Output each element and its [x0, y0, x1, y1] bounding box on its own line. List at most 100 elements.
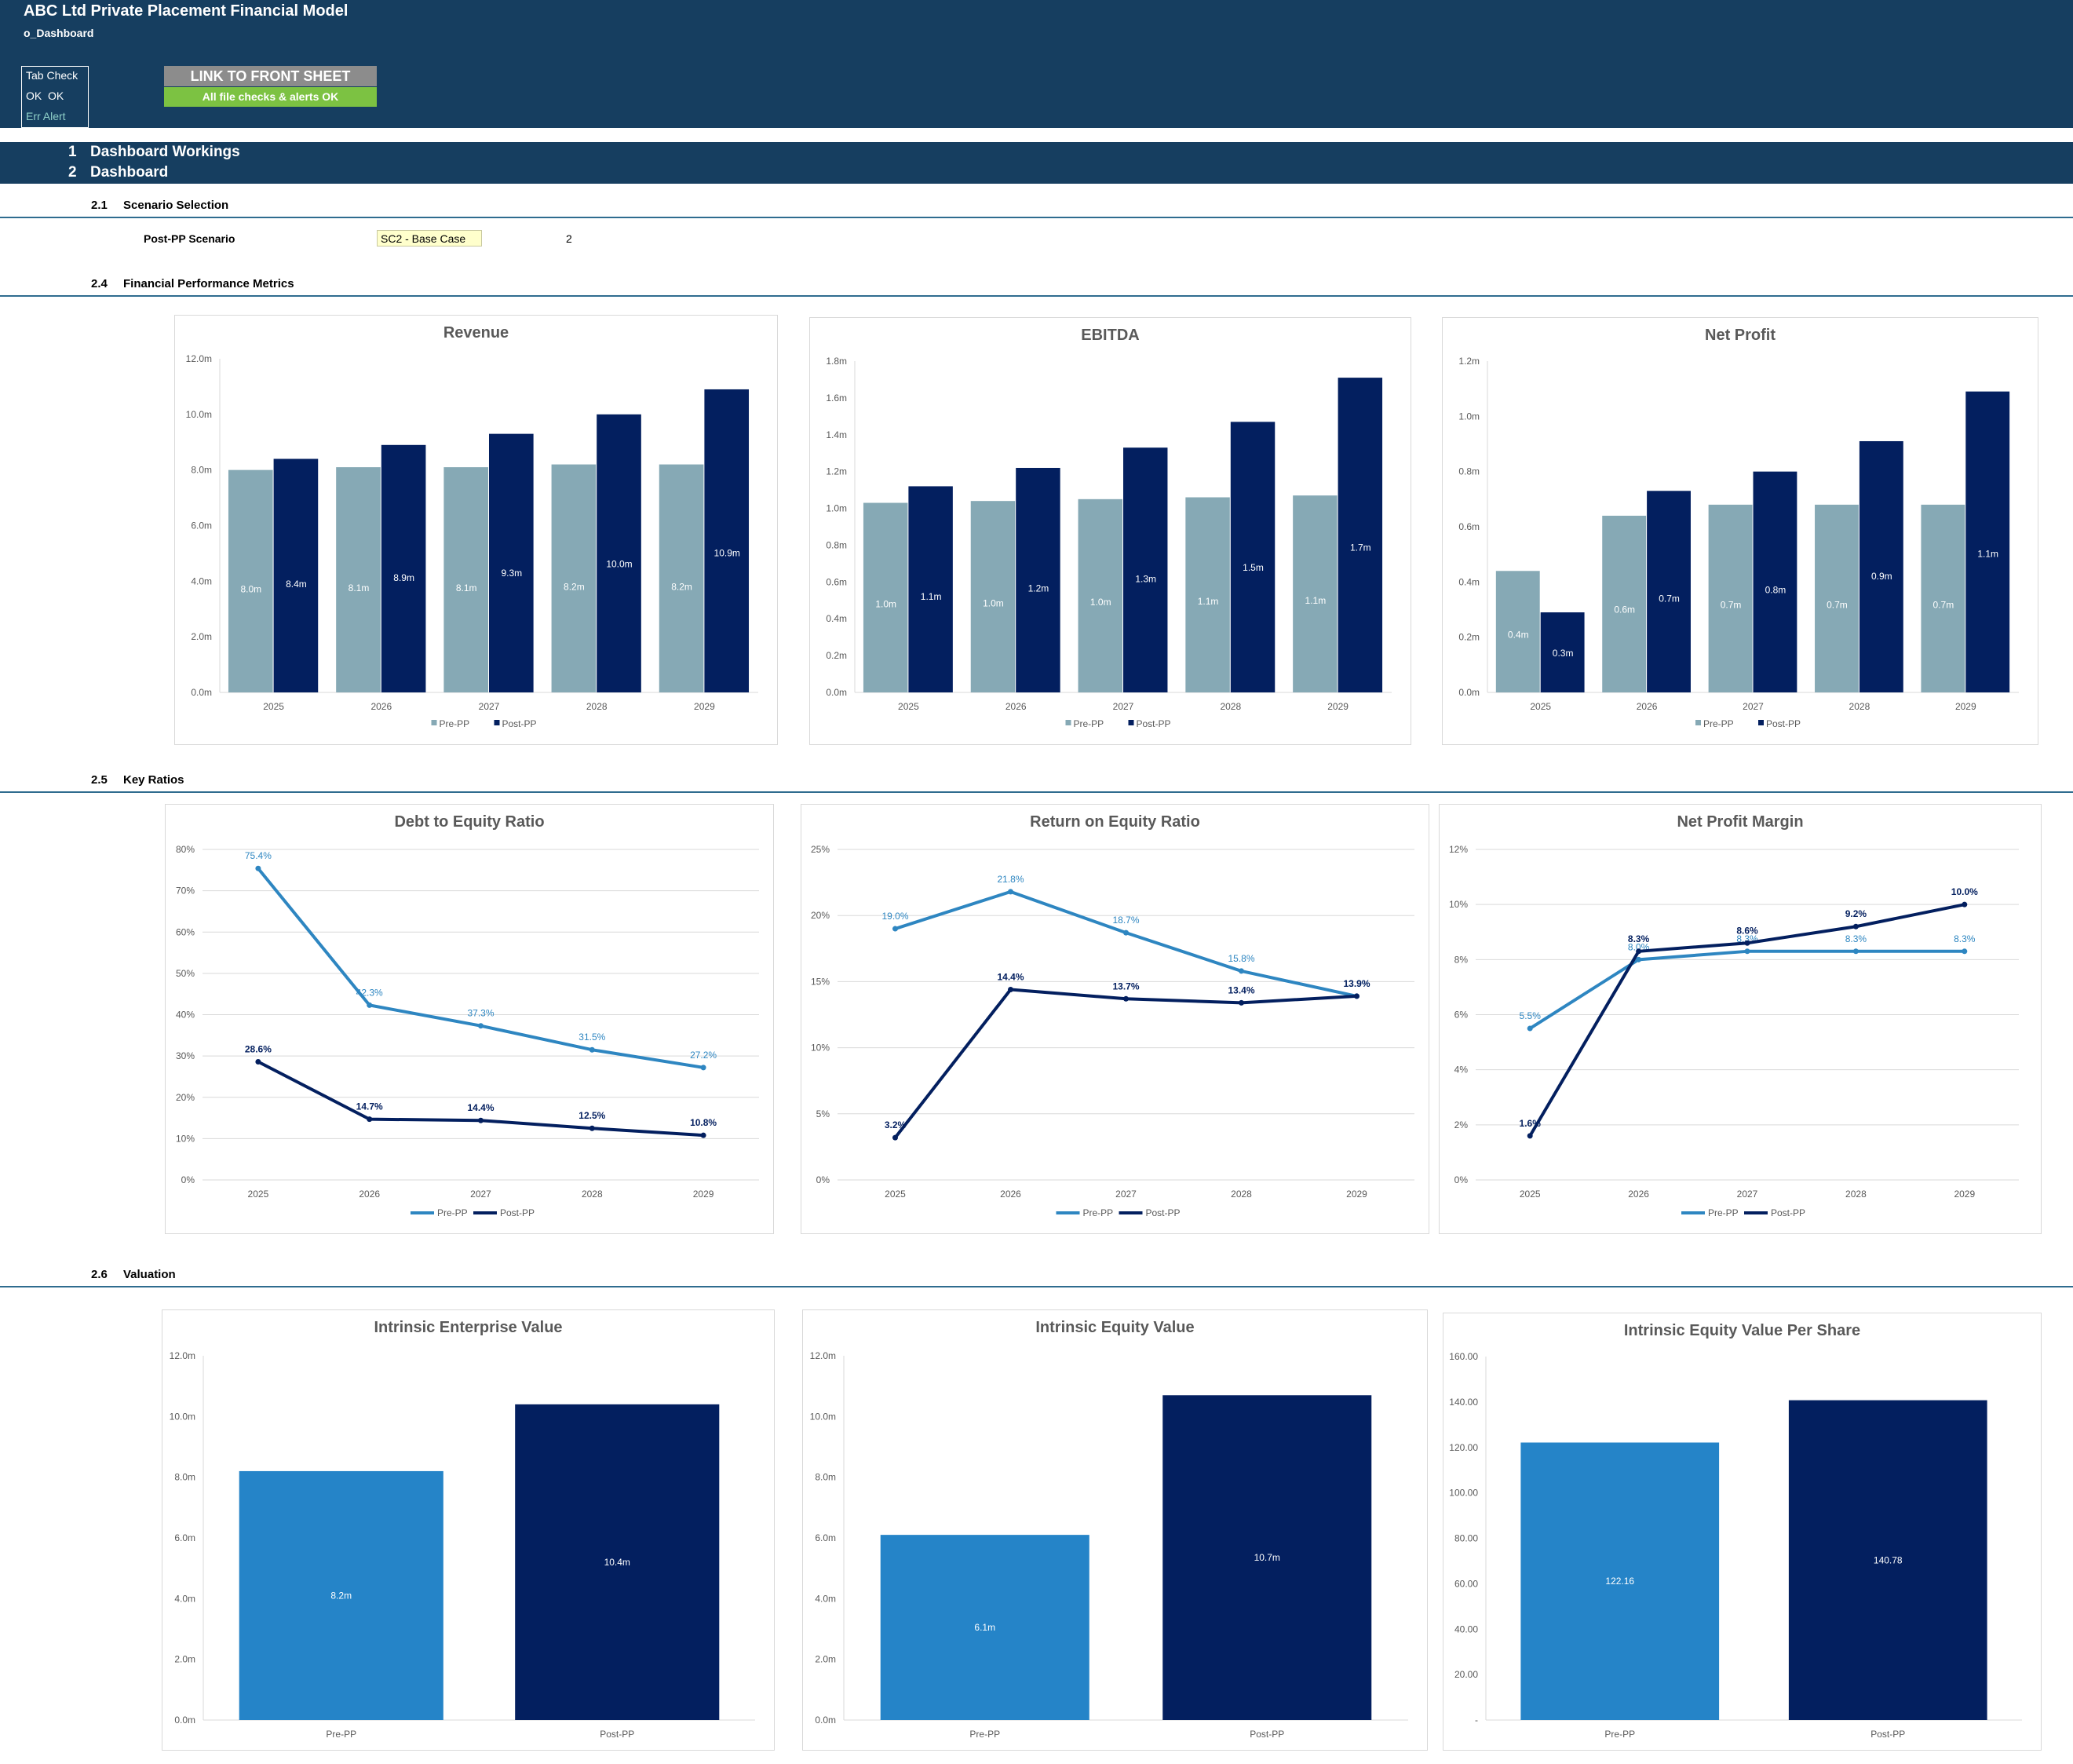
data-point [367, 1116, 373, 1123]
legend-label: Post-PP [1766, 718, 1801, 729]
legend-label: Post-PP [1146, 1207, 1181, 1218]
data-point [1744, 948, 1750, 955]
bar [1338, 378, 1383, 692]
data-label: 1.1m [1977, 549, 1998, 560]
bar [1230, 422, 1276, 692]
bar [659, 464, 704, 692]
legend-label: Pre-PP [1703, 718, 1734, 729]
y-tick-label: 8.0m [815, 1472, 836, 1483]
bar [863, 502, 908, 692]
y-tick-label: 140.00 [1449, 1397, 1478, 1408]
intrinsic-enterprise-value-chart-svg: Intrinsic Enterprise Value 0.0m 2.0m 4.0m 6.… [170, 1319, 755, 1740]
x-tick-label: Post-PP [1870, 1729, 1905, 1740]
nav-item-dashboard[interactable]: 2 Dashboard [68, 164, 168, 181]
bar [515, 1404, 720, 1720]
x-tick-label: 2026 [1637, 701, 1658, 712]
section-financial-performance: 2.4 Financial Performance Metrics [0, 275, 2073, 297]
legend-label: Post-PP [500, 1207, 535, 1218]
section-title: Scenario Selection [123, 199, 229, 212]
tab-name: o_Dashboard [24, 27, 94, 39]
y-tick-label: 20.00 [1454, 1669, 1478, 1680]
x-tick-label: 2028 [1231, 1189, 1252, 1200]
bar [880, 1535, 1089, 1720]
chart-title: Revenue [443, 324, 509, 341]
y-tick-label: 70% [176, 886, 195, 897]
file-check-status: All file checks & alerts OK [164, 87, 377, 107]
data-label: 6.1m [974, 1622, 995, 1633]
data-point [1636, 956, 1642, 962]
x-tick-label: 2028 [586, 701, 608, 712]
data-label: 21.8% [997, 874, 1024, 885]
y-tick-label: 2.0m [174, 1654, 195, 1665]
x-tick-label: 2025 [263, 701, 284, 712]
y-tick-label: 2.0m [191, 631, 212, 642]
y-tick-label: 1.8m [826, 356, 847, 367]
scenario-select[interactable]: SC2 - Base Case [377, 230, 482, 247]
data-label: 0.8m [1765, 584, 1787, 595]
data-point [892, 926, 898, 932]
bar [381, 444, 426, 692]
bar [1162, 1395, 1372, 1720]
data-label: 19.0% [881, 911, 908, 922]
section-title: Key Ratios [123, 773, 184, 787]
bar [443, 467, 488, 692]
section-number: 2.6 [91, 1268, 108, 1281]
legend-label: Pre-PP [1083, 1207, 1114, 1218]
data-point [1008, 889, 1013, 895]
bar [1859, 440, 1903, 692]
series-line [893, 988, 1357, 1139]
data-label: 13.7% [1112, 981, 1139, 992]
y-tick-label: 0.4m [1458, 576, 1480, 587]
y-tick-label: 0% [1454, 1174, 1469, 1185]
data-point [1852, 923, 1859, 929]
y-tick-label: 4.0m [191, 575, 212, 586]
x-tick-label: 2029 [694, 701, 715, 712]
y-tick-label: 60.00 [1454, 1578, 1478, 1589]
y-tick-label: 20% [176, 1092, 195, 1103]
data-label: 13.9% [1343, 978, 1370, 989]
data-label: 8.2m [671, 581, 692, 592]
data-point [1123, 929, 1129, 936]
y-tick-label: 4.0m [174, 1593, 195, 1604]
y-tick-label: 6% [1454, 1010, 1469, 1021]
section-nav: 1 Dashboard Workings 2 Dashboard [0, 142, 2073, 184]
legend-swatch [431, 720, 437, 725]
data-point [1008, 987, 1013, 993]
data-label: 10.9m [714, 547, 740, 558]
data-label: 10.0m [606, 559, 632, 570]
y-tick-label: 8.0m [174, 1472, 195, 1483]
data-label: 10.4m [604, 1557, 630, 1568]
legend-swatch [494, 720, 500, 725]
ebitda-chart-svg: EBITDA 0.0m 0.2m 0.4m 0.6m 0.8m 1.0m 1.2m 1.4m 1.… [826, 327, 1392, 729]
data-label: 28.6% [245, 1043, 272, 1054]
section-scenario-selection: 2.1 Scenario Selection [0, 196, 2073, 218]
chart-title: Net Profit Margin [1677, 813, 1803, 831]
y-tick-label: - [1475, 1715, 1478, 1726]
intrinsic-equity-value-chart-svg: Intrinsic Equity Value 0.0m 2.0m 4.0m 6.0m 8.… [810, 1319, 1408, 1740]
x-tick-label: 2028 [582, 1189, 603, 1200]
x-tick-label: 2029 [1327, 701, 1349, 712]
bar [1185, 497, 1230, 692]
data-label: 37.3% [467, 1008, 494, 1019]
x-tick-label: 2025 [1530, 701, 1551, 712]
data-label: 8.3% [1954, 933, 1976, 944]
y-tick-label: 0.0m [191, 687, 212, 698]
chart-title: Intrinsic Equity Value Per Share [1624, 1322, 1860, 1339]
y-tick-label: 10% [811, 1043, 830, 1054]
y-tick-label: 1.6m [826, 393, 847, 404]
y-tick-label: 4% [1454, 1065, 1469, 1076]
model-title: ABC Ltd Private Placement Financial Mode… [24, 2, 349, 20]
data-label: 18.7% [1112, 915, 1139, 926]
data-label: 8.1m [349, 583, 370, 593]
bar [1520, 1442, 1720, 1720]
data-point [1636, 948, 1642, 955]
data-label: 9.2% [1845, 908, 1867, 919]
link-to-front-sheet-button[interactable]: LINK TO FRONT SHEET [164, 66, 377, 86]
x-tick-label: 2027 [1743, 701, 1764, 712]
y-tick-label: 160.00 [1449, 1351, 1478, 1362]
data-label: 8.3% [1845, 933, 1867, 944]
data-label: 10.0% [1951, 886, 1978, 897]
y-tick-label: 60% [176, 926, 195, 937]
nav-item-dashboard-workings[interactable]: 1 Dashboard Workings [68, 144, 240, 161]
nav-item-label: Dashboard Workings [90, 144, 240, 160]
